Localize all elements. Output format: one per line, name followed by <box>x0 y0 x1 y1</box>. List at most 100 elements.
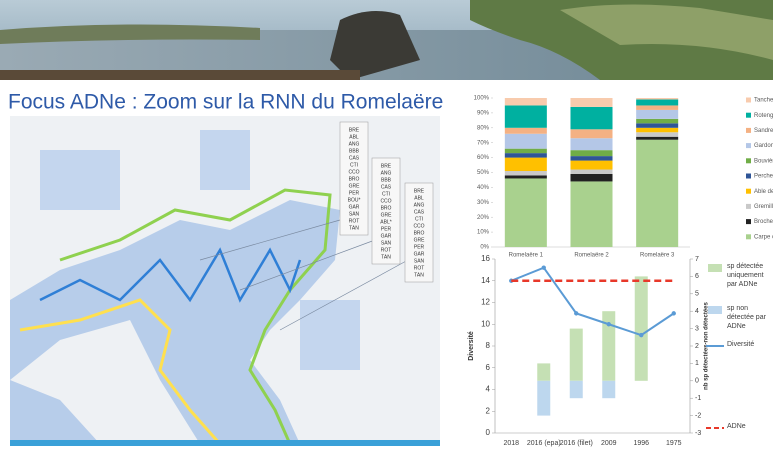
bar <box>602 381 615 398</box>
legend-label: Gardon <box>754 143 773 149</box>
legend-swatch <box>746 189 751 194</box>
legend-swatch <box>746 113 751 118</box>
x-tick-label: 1996 <box>633 440 649 447</box>
species-code: BRE <box>414 188 425 194</box>
bar-segment <box>570 138 612 150</box>
species-code: BRE <box>381 163 392 169</box>
legend-label: Sandre <box>754 128 773 134</box>
bar-segment <box>636 119 678 123</box>
species-code: GAR <box>381 233 392 239</box>
bar <box>537 381 550 416</box>
species-code: CAS <box>349 155 360 161</box>
legend-label: Rotengle <box>754 113 773 119</box>
species-code: CCO <box>348 169 359 175</box>
species-code: ROT <box>414 265 425 271</box>
y-tick-label: 6 <box>486 363 491 372</box>
species-code: GRE <box>414 237 426 243</box>
y-tick-label: 12 <box>481 298 490 307</box>
bar-segment <box>636 123 678 127</box>
y-axis-title: Diversité <box>468 331 475 361</box>
y2-tick-label: 1 <box>695 360 699 367</box>
legend-swatch <box>746 234 751 239</box>
legend-box: sp détectée uniquement par ADNe <box>727 262 773 302</box>
legend-label: Able de Heckel <box>754 189 773 195</box>
bar-segment <box>505 175 547 178</box>
y-tick-label: 8 <box>486 341 491 350</box>
y-tick-label: 30% <box>477 200 490 206</box>
legend-label: Perche fluviatile <box>754 174 773 180</box>
y-tick-label: 70% <box>477 140 490 146</box>
x-tick-label: 2016 (epa) <box>527 440 561 447</box>
species-code: BRO <box>381 205 392 211</box>
species-code: BRE <box>349 127 360 133</box>
y2-tick-label: 4 <box>695 308 699 315</box>
species-code: ANG <box>381 170 392 176</box>
legend-swatch <box>708 306 722 314</box>
bar-segment <box>570 181 612 247</box>
y-tick-label: 14 <box>481 276 490 285</box>
y-tick-label: 20% <box>477 215 490 221</box>
y2-tick-label: -3 <box>695 430 701 437</box>
bar-segment <box>636 99 678 105</box>
species-code: BRO <box>414 230 425 236</box>
bar-segment <box>636 110 678 119</box>
bar-segment <box>505 158 547 171</box>
bar-segment <box>505 105 547 127</box>
legend-label: Carpe commune <box>754 234 773 240</box>
species-code: GRE <box>381 212 393 218</box>
legend-label: Tanche <box>754 98 773 104</box>
slide: Focus ADNe : Zoom sur la RNN du Romelaër… <box>0 0 773 459</box>
legend-label: Gremille <box>754 204 773 210</box>
species-code: GAR <box>349 204 360 210</box>
species-code: ABL* <box>380 219 391 225</box>
legend-swatch <box>746 174 751 179</box>
y-tick-label: 16 <box>481 254 490 263</box>
bar-segment <box>505 98 547 105</box>
y-tick-label: 0 <box>486 428 491 437</box>
legend-label: sp non détectée par ADNe <box>727 304 773 331</box>
species-code: TAN <box>414 272 424 278</box>
legend-box: sp non détectée par ADNe <box>727 304 773 344</box>
x-tick-label: 2009 <box>601 440 617 447</box>
bar <box>635 276 648 380</box>
y2-tick-label: 5 <box>695 291 699 298</box>
legend-swatch <box>746 98 751 103</box>
y2-tick-label: -2 <box>695 412 701 419</box>
bar-segment <box>570 156 612 160</box>
legend-label: sp détectée uniquement par ADNe <box>727 262 773 289</box>
legend-swatch <box>746 219 751 224</box>
bar-segment <box>505 149 547 153</box>
bar-segment <box>505 134 547 149</box>
y-tick-label: 40% <box>477 185 490 191</box>
species-code: PER <box>381 226 392 232</box>
bar <box>602 311 615 381</box>
photo <box>0 0 773 80</box>
marker <box>639 333 643 337</box>
x-tick-label: Romelaëre 3 <box>640 253 675 259</box>
legend-label: Diversité <box>727 340 773 349</box>
slide-title: Focus ADNe : Zoom sur la RNN du Romelaër… <box>8 91 443 114</box>
bar-segment <box>636 98 678 99</box>
y2-tick-label: 6 <box>695 273 699 280</box>
legend-box: Diversité <box>727 340 773 380</box>
bar-segment <box>570 98 612 107</box>
species-code: CAS <box>381 184 392 190</box>
bar-segment <box>505 178 547 247</box>
species-code: ROT <box>381 247 392 253</box>
species-code: PER <box>414 244 425 250</box>
species-code: SAN <box>349 211 360 217</box>
marker <box>672 311 676 315</box>
y2-tick-label: -1 <box>695 395 701 402</box>
bar-segment <box>570 174 612 181</box>
bar-segment <box>636 132 678 136</box>
bar-segment <box>636 128 678 132</box>
marker <box>574 311 578 315</box>
marker <box>542 266 546 270</box>
bar-segment <box>505 128 547 134</box>
x-tick-label: 2016 (filet) <box>560 440 593 447</box>
bar <box>570 381 583 398</box>
bar-segment <box>570 170 612 174</box>
x-tick-label: 1975 <box>666 440 682 447</box>
y-tick-label: 0% <box>480 245 489 251</box>
species-code: CAS <box>414 209 425 215</box>
